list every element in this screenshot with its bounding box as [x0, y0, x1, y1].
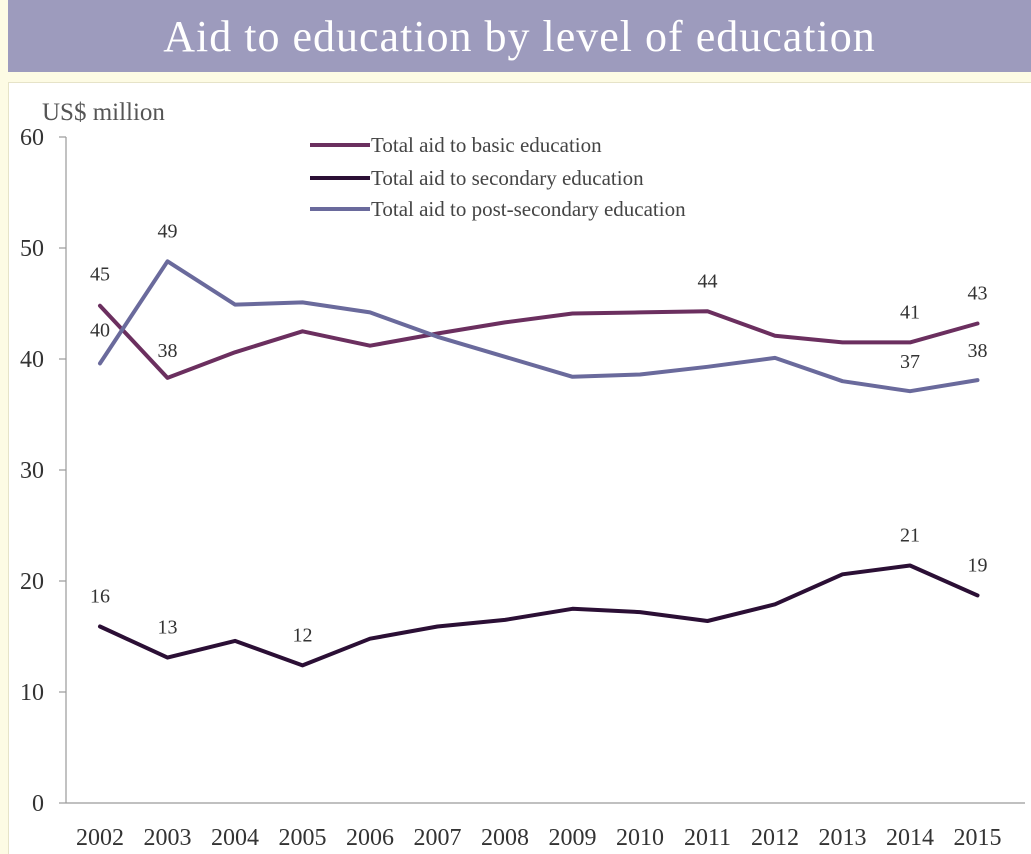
y-tick-label-30: 30	[20, 458, 44, 484]
series-line-0	[98, 303, 980, 380]
legend-label-0: Total aid to basic education	[371, 133, 602, 157]
data-label-s1-0: 16	[90, 586, 110, 608]
series-line-2	[98, 259, 980, 394]
x-tick-label-2011: 2011	[684, 825, 731, 851]
data-label-s0-1: 38	[158, 340, 178, 362]
x-tick-label-2015: 2015	[954, 825, 1002, 851]
x-tick-label-2012: 2012	[751, 825, 799, 851]
x-tick-label-2010: 2010	[616, 825, 664, 851]
data-label-s0-0: 45	[90, 264, 110, 286]
x-tick-label-2006: 2006	[346, 825, 394, 851]
y-tick-label-50: 50	[20, 236, 44, 262]
x-tick-label-2005: 2005	[279, 825, 327, 851]
data-label-s2-0: 40	[90, 319, 110, 341]
y-tick-label-10: 10	[20, 680, 44, 706]
data-label-s1-3: 12	[293, 624, 313, 646]
series-lines	[98, 259, 980, 668]
x-tick-label-2013: 2013	[819, 825, 867, 851]
data-label-s2-13: 38	[968, 340, 988, 362]
chart-title: Aid to education by level of education	[8, 0, 1031, 72]
data-label-s1-12: 21	[900, 524, 920, 546]
y-axis-label: US$ million	[42, 99, 165, 126]
data-label-s0-13: 43	[968, 282, 988, 304]
x-tick-label-2004: 2004	[211, 825, 259, 851]
y-tick-label-40: 40	[20, 347, 44, 373]
x-tick-label-2003: 2003	[144, 825, 192, 851]
y-tick-label-20: 20	[20, 569, 44, 595]
y-tick-label-60: 60	[20, 125, 44, 151]
data-label-s0-12: 41	[900, 301, 920, 323]
data-label-s2-1: 49	[158, 220, 178, 242]
data-labels: 45 38 44 41 43 16 13 12 21 19 40 49 37 38	[90, 220, 988, 646]
data-label-s2-12: 37	[900, 351, 920, 373]
x-tick-labels: 2002 2003 2004 2005 2006 2007 2008 2009 2010 2011…	[76, 825, 1002, 851]
legend-label-1: Total aid to secondary education	[371, 166, 644, 190]
plot-frame	[8, 82, 1031, 854]
axes	[65, 137, 1025, 804]
data-label-s0-9: 44	[698, 270, 718, 292]
legend: Total aid to basic education Total aid to…	[310, 133, 686, 221]
data-label-s1-13: 19	[968, 554, 988, 576]
data-label-s1-1: 13	[158, 617, 178, 639]
x-tick-label-2008: 2008	[481, 825, 529, 851]
x-tick-label-2002: 2002	[76, 825, 124, 851]
y-tick-label-0: 0	[32, 791, 44, 817]
x-tick-label-2007: 2007	[414, 825, 462, 851]
series-line-1	[98, 563, 980, 668]
legend-label-2: Total aid to post-secondary education	[371, 197, 686, 221]
x-tick-label-2009: 2009	[549, 825, 597, 851]
y-tick-labels: 0 10 20 30 40 50 60	[20, 125, 66, 817]
x-tick-label-2014: 2014	[886, 825, 934, 851]
